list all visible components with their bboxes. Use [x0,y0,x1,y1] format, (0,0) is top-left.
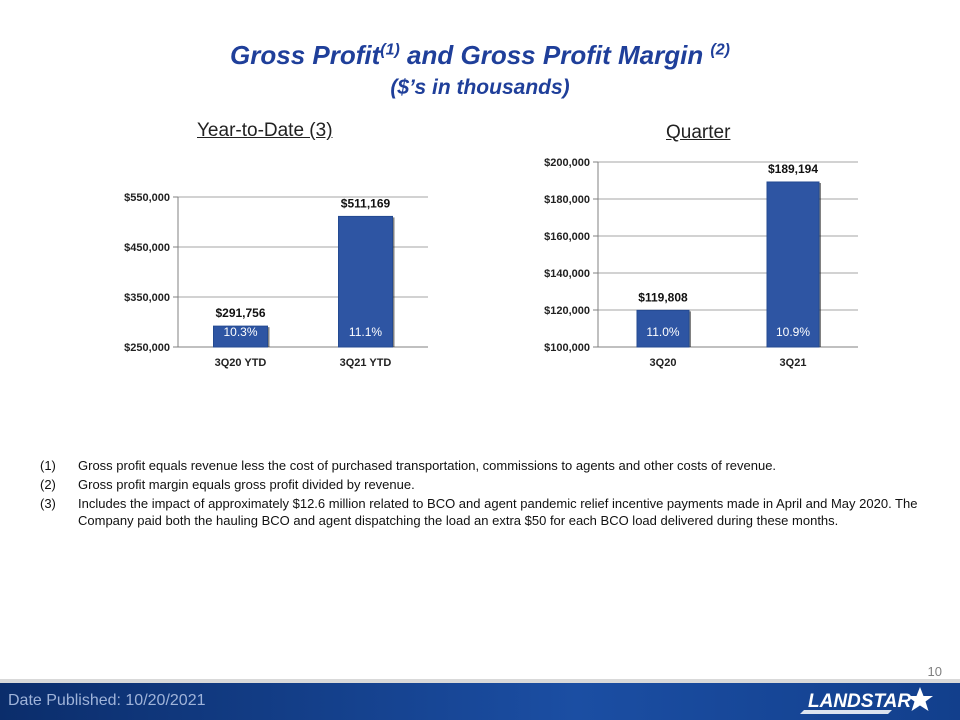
quarter-bar-chart: $100,000 $120,000 $140,000 $160,000 $180,000… [544,157,858,369]
logo-text: LANDSTAR [808,691,911,712]
value-label: $189,194 [768,162,818,176]
page-subtitle: ($’s in thousands) [390,76,570,99]
margin-label: 11.1% [349,325,382,339]
footer-divider [0,679,960,683]
ytd-chart-title: Year-to-Date (3) [197,120,333,141]
y-tick-label: $200,000 [544,157,590,169]
value-label: $511,169 [341,196,391,210]
x-tick-label: 3Q21 YTD [340,357,392,369]
value-label: $291,756 [215,306,265,320]
y-tick-label: $160,000 [544,231,590,243]
page-number: 10 [927,664,942,679]
footer-bar [0,683,960,720]
quarter-chart-title: Quarter [666,122,731,143]
ytd-bar-chart: $250,000 $350,000 $450,000 $550,000 $291,756… [124,192,428,369]
y-tick-label: $450,000 [124,242,170,254]
y-tick-label: $250,000 [124,342,170,354]
footnote-1: (1) Gross profit equals revenue less the … [40,458,777,473]
margin-label: 10.9% [776,325,810,339]
margin-label: 10.3% [223,325,257,339]
margin-label: 11.0% [646,325,679,339]
y-tick-label: $120,000 [544,305,590,317]
bar-3q21 [766,181,820,348]
date-published: Date Published: 10/20/2021 [8,692,206,709]
y-tick-label: $100,000 [544,342,590,354]
footnotes: (1) Gross profit equals revenue less the … [40,457,920,531]
y-tick-label: $140,000 [544,268,590,280]
star-icon [907,687,933,711]
bar-3q21-ytd [338,215,393,348]
y-tick-label: $180,000 [544,194,590,206]
page-title: Gross Profit(1) and Gross Profit Margin … [230,40,730,70]
x-tick-label: 3Q20 YTD [215,357,267,369]
y-tick-label: $550,000 [124,192,170,204]
footnote-3: (3) Includes the impact of approximately … [40,496,918,528]
x-tick-label: 3Q20 [650,357,677,369]
x-tick-label: 3Q21 [780,357,807,369]
bar-3q20 [636,309,690,348]
footnote-ref-2: (2) [710,41,730,59]
footnote-ref-1: (1) [380,41,400,59]
bar-3q20-ytd [213,325,268,348]
y-tick-label: $350,000 [124,292,170,304]
footnote-2: (2) Gross profit margin equals gross prof… [40,477,415,492]
landstar-logo: LANDSTAR [800,687,933,714]
value-label: $119,808 [638,290,688,304]
